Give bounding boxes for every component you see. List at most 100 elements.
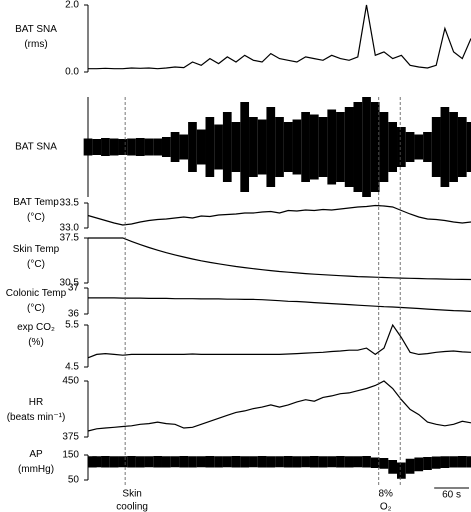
pressure-band <box>397 462 406 479</box>
y-axis-label: (beats min⁻¹) <box>7 412 66 423</box>
pressure-band <box>370 457 380 468</box>
nerve-activity <box>179 134 189 160</box>
y-axis-label: BAT Temp <box>13 197 59 208</box>
y-tick-label: 36 <box>68 309 80 320</box>
pressure-band <box>249 456 258 468</box>
pressure-band <box>423 457 432 470</box>
nerve-activity <box>336 112 345 182</box>
trace <box>88 237 471 281</box>
pressure-band <box>379 458 389 469</box>
nerve-activity <box>327 109 337 185</box>
y-tick-label: 375 <box>62 432 79 443</box>
pressure-band <box>336 456 345 468</box>
event-label: 8% <box>379 489 394 500</box>
y-axis-label: BAT SNA <box>15 24 57 35</box>
nerve-activity <box>161 137 171 157</box>
y-tick-label: 37 <box>68 283 80 294</box>
pressure-band <box>318 456 328 468</box>
pressure-band <box>127 456 136 468</box>
nerve-activity <box>388 122 398 172</box>
pressure-band <box>353 456 363 468</box>
pressure-band <box>109 456 119 468</box>
pressure-band <box>257 456 267 468</box>
pressure-band <box>231 456 241 468</box>
pressure-band <box>362 456 371 468</box>
nerve-activity <box>231 122 241 172</box>
pressure-band <box>188 456 197 468</box>
y-axis-label: (°C) <box>27 212 45 223</box>
y-tick-label: 30.5 <box>60 278 80 289</box>
y-axis-label: HR <box>29 397 43 408</box>
nerve-activity <box>414 134 424 160</box>
y-axis-label: Skin Temp <box>13 244 60 255</box>
nerve-activity <box>362 97 371 197</box>
nerve-activity <box>449 112 458 182</box>
nerve-activity <box>423 132 432 162</box>
pressure-band <box>205 456 215 468</box>
pressure-band <box>440 456 450 468</box>
y-tick-label: 450 <box>62 376 79 387</box>
nerve-activity <box>188 122 197 172</box>
pressure-band <box>344 456 354 468</box>
event-label: Skin <box>122 489 141 500</box>
nerve-activity <box>257 119 267 175</box>
pressure-band <box>266 456 276 468</box>
nerve-activity <box>92 139 102 155</box>
nerve-activity <box>240 102 250 192</box>
nerve-activity <box>83 138 93 156</box>
nerve-activity <box>214 124 223 170</box>
pressure-band <box>466 456 471 468</box>
y-axis-label: AP <box>29 449 43 460</box>
y-axis-label: (°C) <box>27 303 45 314</box>
nerve-activity <box>379 112 389 182</box>
nerve-activity <box>301 112 310 182</box>
nerve-activity <box>353 102 363 192</box>
pressure-band <box>327 456 337 468</box>
event-label: cooling <box>116 502 148 512</box>
pressure-band <box>92 456 102 468</box>
nerve-activity <box>109 138 119 156</box>
pressure-band <box>170 456 180 468</box>
pressure-band <box>283 456 293 468</box>
pressure-band <box>457 456 467 468</box>
pressure-band <box>101 456 110 468</box>
pressure-band <box>309 456 319 468</box>
y-axis-label: (rms) <box>24 39 47 50</box>
y-tick-label: 5.5 <box>65 320 79 331</box>
nerve-activity <box>205 117 215 177</box>
y-axis-label: Colonic Temp <box>6 288 67 299</box>
pressure-band <box>161 456 171 468</box>
nerve-activity <box>135 138 145 156</box>
pressure-band <box>153 456 162 468</box>
nerve-activity <box>318 117 328 177</box>
y-axis-label: BAT SNA <box>15 142 57 153</box>
nerve-activity <box>292 119 302 175</box>
pressure-band <box>414 457 424 472</box>
nerve-activity <box>170 132 180 162</box>
nerve-activity <box>275 117 284 177</box>
y-axis-label: (°C) <box>27 259 45 270</box>
pressure-band <box>240 456 250 468</box>
pressure-band <box>135 456 145 468</box>
trace <box>87 204 471 226</box>
nerve-activity <box>370 102 380 192</box>
y-tick-label: 2.0 <box>65 0 79 11</box>
nerve-activity <box>466 122 471 172</box>
nerve-activity <box>344 107 354 187</box>
nerve-activity <box>283 122 293 172</box>
pressure-band <box>118 456 128 468</box>
y-tick-label: 150 <box>62 450 79 461</box>
nerve-activity <box>309 114 319 180</box>
pressure-band <box>449 456 458 468</box>
nerve-activity <box>196 129 206 165</box>
pressure-band <box>275 456 284 468</box>
nerve-activity <box>153 138 162 156</box>
nerve-activity <box>101 138 110 156</box>
trace <box>88 297 471 312</box>
pressure-band <box>388 460 398 474</box>
y-tick-label: 50 <box>68 475 80 486</box>
event-label: O₂ <box>380 502 392 512</box>
y-axis-label: (%) <box>28 337 44 348</box>
y-tick-label: 37.5 <box>60 233 80 244</box>
nerve-activity <box>457 117 467 177</box>
